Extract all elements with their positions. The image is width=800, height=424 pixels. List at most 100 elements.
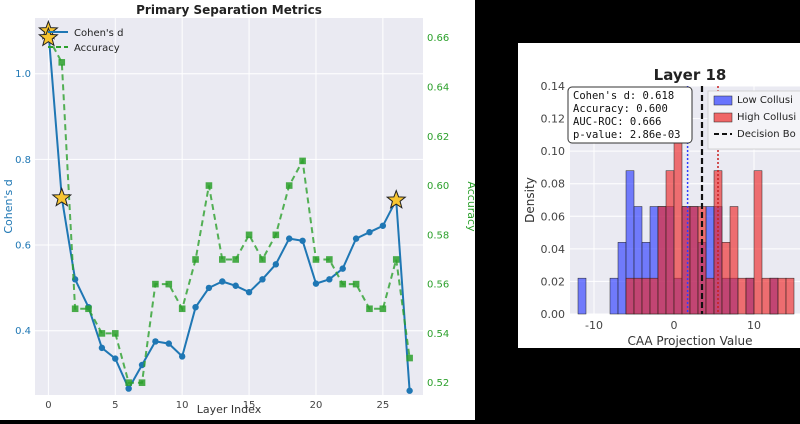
data-point	[165, 280, 173, 288]
data-point	[165, 340, 172, 347]
y-tick-label: 0.02	[541, 275, 566, 288]
data-point	[112, 355, 119, 362]
data-point	[392, 256, 400, 263]
stats-line: p-value: 2.86e-03	[573, 129, 680, 141]
data-point	[259, 256, 266, 263]
data-point	[85, 305, 92, 313]
histogram-bar	[657, 206, 667, 315]
histogram-bar	[633, 277, 643, 315]
plot-area	[35, 18, 423, 395]
x-tick-label: 25	[376, 400, 389, 411]
data-point	[379, 222, 387, 229]
y2-axis-label: Accuracy	[465, 181, 475, 232]
y2-tick-label: 0.60	[427, 181, 449, 192]
histogram-bar	[737, 277, 747, 315]
x-tick-label: 15	[243, 400, 256, 411]
x-tick-label: 10	[747, 319, 761, 332]
y-axis-label: Cohen's d	[2, 179, 15, 233]
stats-box-frame	[567, 86, 693, 144]
highlight-star	[37, 26, 59, 47]
x-axis-label: CAA Projection Value	[627, 334, 752, 348]
y2-tick-label: 0.62	[427, 132, 449, 143]
data-point	[339, 265, 346, 272]
data-point	[205, 284, 213, 292]
data-point	[178, 305, 186, 313]
histogram-bar	[721, 242, 731, 315]
histogram-bar	[673, 134, 683, 315]
histogram-bar	[577, 277, 587, 315]
legend: Low Collusi High Collusi Decision Bo	[707, 90, 800, 150]
stats-line: Cohen's d: 0.618	[573, 90, 674, 102]
data-point	[58, 59, 66, 66]
histogram-bar	[705, 277, 715, 315]
y2-tick-label: 0.64	[427, 82, 449, 93]
y2-tick-label: 0.54	[427, 329, 449, 340]
legend-swatch	[713, 112, 733, 123]
histogram-bar	[745, 277, 755, 315]
data-point	[125, 385, 132, 392]
x-tick-label: 20	[310, 400, 323, 411]
data-point	[138, 379, 146, 386]
histogram-bar	[625, 277, 635, 315]
data-point	[312, 280, 320, 287]
histogram-bar	[641, 277, 651, 315]
data-point	[339, 280, 347, 288]
histogram-bar	[753, 170, 763, 315]
x-tick-label: 0	[45, 400, 51, 411]
right-chart-panel: Layer 18 CAA Projection Value Density -10 0 1…	[518, 43, 800, 348]
data-point	[219, 278, 226, 285]
data-point	[272, 261, 280, 268]
left-chart-panel: Primary Separation Metrics Layer Index Coh…	[0, 0, 478, 420]
y-tick-label: 1.0	[15, 69, 31, 80]
data-point	[192, 256, 199, 263]
histogram-bar	[609, 277, 619, 315]
histogram-bar	[785, 277, 795, 315]
histogram-bar	[617, 242, 627, 315]
stats-line: Accuracy: 0.600	[573, 103, 668, 115]
y-tick-label: 0.08	[541, 178, 566, 191]
legend-label: High Collusi	[737, 112, 796, 123]
data-point	[125, 379, 132, 386]
y2-tick-label: 0.52	[427, 378, 449, 389]
chart-title: Primary Separation Metrics	[136, 3, 322, 17]
legend-swatch	[713, 95, 733, 106]
data-point	[192, 303, 199, 311]
data-point	[98, 330, 106, 337]
data-point	[379, 305, 387, 313]
series-line	[47, 37, 411, 384]
histogram-bar	[761, 277, 771, 315]
y-tick-label: 0.6	[15, 241, 31, 252]
data-point	[245, 231, 253, 239]
x-axis-label: Layer Index	[197, 403, 262, 416]
histogram-bar	[689, 206, 699, 315]
data-point	[111, 330, 119, 337]
x-tick-label: 10	[176, 400, 189, 411]
series-line	[47, 30, 411, 391]
data-point	[326, 276, 333, 283]
highlight-star	[51, 187, 73, 207]
data-point	[219, 256, 226, 263]
y-tick-label: 0.06	[541, 210, 566, 223]
histogram-bar	[777, 277, 787, 315]
data-point	[232, 282, 239, 289]
y-tick-label: 0.00	[541, 308, 566, 321]
data-point	[299, 157, 306, 165]
stats-line: AUC-ROC: 0.666	[573, 116, 662, 128]
data-point	[286, 235, 293, 242]
data-point	[272, 231, 280, 239]
data-point	[98, 344, 106, 352]
data-point	[232, 256, 239, 263]
legend-label: Accuracy	[74, 43, 120, 54]
y-tick-label: 0.04	[541, 243, 566, 256]
x-tick-label: 5	[112, 400, 118, 411]
highlight-stars	[37, 19, 407, 209]
data-point	[285, 182, 293, 189]
y-tick-label: 0.4	[15, 326, 31, 337]
y2-tick-label: 0.66	[427, 33, 449, 44]
y-axis-label: Density	[523, 177, 537, 223]
data-point	[366, 229, 373, 236]
histogram-bar	[665, 170, 675, 315]
x-tick-label: 0	[671, 319, 678, 332]
y2-tick-label: 0.58	[427, 230, 449, 241]
